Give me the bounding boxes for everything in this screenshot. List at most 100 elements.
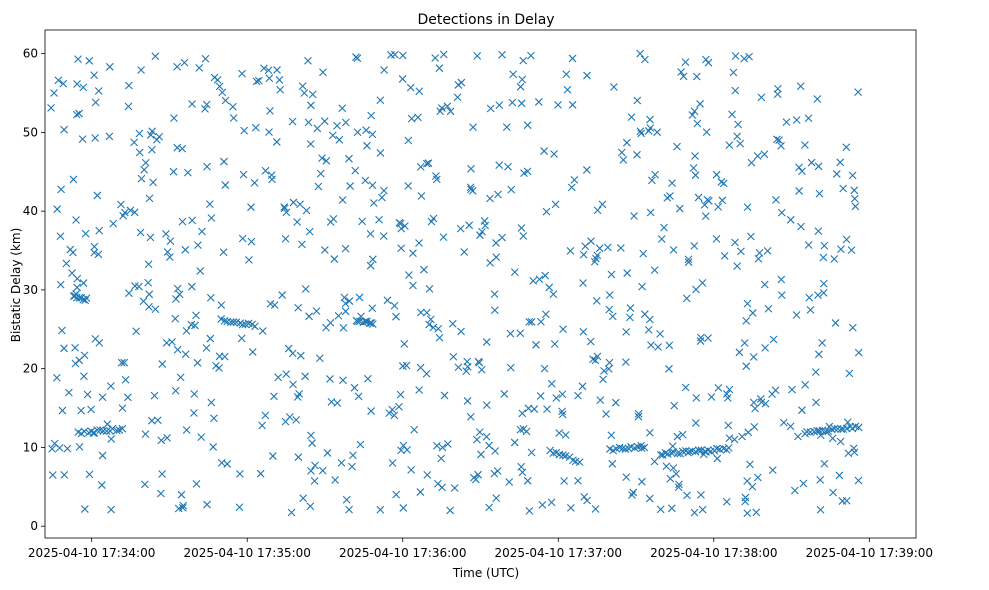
detection-marker — [495, 161, 504, 170]
detection-marker — [202, 344, 211, 352]
detection-marker — [845, 369, 854, 378]
detection-marker — [304, 56, 312, 65]
detection-marker — [618, 444, 627, 453]
detection-marker — [650, 266, 659, 275]
detection-marker — [523, 121, 532, 130]
detection-marker — [742, 362, 751, 371]
detection-marker — [366, 261, 375, 270]
detection-marker — [508, 98, 517, 107]
detection-marker — [308, 439, 317, 447]
detection-marker — [645, 428, 654, 437]
detection-marker — [312, 307, 321, 315]
detection-marker — [592, 296, 601, 305]
detection-marker — [550, 150, 558, 158]
detection-marker — [814, 350, 823, 359]
detection-marker — [848, 171, 857, 180]
detection-marker — [463, 397, 472, 405]
detection-marker — [107, 435, 116, 443]
detection-marker — [135, 282, 143, 291]
detection-marker — [752, 508, 761, 517]
detection-marker — [95, 226, 104, 235]
detection-marker — [491, 447, 500, 455]
detection-marker — [368, 181, 377, 190]
detection-marker — [392, 490, 401, 499]
detection-marker — [559, 451, 567, 459]
detection-marker — [628, 491, 636, 499]
detection-marker — [268, 452, 277, 460]
detection-marker — [749, 398, 758, 407]
detection-marker — [717, 178, 726, 186]
detection-marker — [416, 308, 425, 317]
detection-marker — [712, 234, 721, 243]
detection-marker — [109, 219, 118, 228]
detection-marker — [583, 71, 591, 80]
detection-marker — [248, 348, 257, 356]
detection-marker — [368, 130, 377, 139]
detection-marker — [730, 435, 739, 444]
detection-marker — [339, 323, 348, 332]
detection-marker — [820, 459, 829, 468]
detection-marker — [438, 104, 446, 112]
detection-marker — [328, 131, 337, 140]
detection-marker — [366, 319, 374, 328]
detection-marker — [407, 466, 416, 474]
detection-marker — [527, 318, 536, 326]
detection-marker — [266, 300, 275, 308]
detection-marker — [369, 199, 378, 207]
detection-marker — [212, 361, 220, 370]
detection-marker — [50, 89, 58, 97]
detection-marker — [463, 357, 472, 366]
y-tick-label: 40 — [23, 204, 38, 218]
detection-marker — [712, 444, 721, 453]
detection-marker — [368, 255, 377, 264]
y-tick-label: 20 — [23, 362, 38, 376]
detection-marker — [516, 82, 525, 91]
detection-marker — [743, 203, 752, 212]
detection-marker — [265, 74, 274, 83]
detection-marker — [69, 175, 78, 184]
detection-marker — [685, 447, 694, 456]
detection-marker — [125, 289, 133, 298]
detection-marker — [285, 413, 294, 421]
detection-marker — [97, 481, 106, 489]
detection-marker — [854, 423, 863, 432]
detection-marker — [239, 170, 248, 179]
detection-marker — [747, 158, 756, 167]
detection-marker — [836, 158, 845, 167]
detection-marker — [690, 107, 699, 116]
detection-marker — [254, 76, 263, 85]
detection-marker — [301, 285, 310, 293]
detection-marker — [422, 159, 431, 168]
detection-marker — [688, 111, 697, 119]
detection-marker — [366, 230, 375, 238]
detection-marker — [392, 312, 400, 321]
detection-marker — [516, 329, 525, 338]
detection-marker — [79, 279, 88, 287]
detection-marker — [656, 330, 664, 338]
detection-marker — [379, 232, 388, 241]
detection-marker — [656, 505, 665, 514]
detection-marker — [409, 249, 417, 258]
detection-marker — [388, 459, 397, 467]
detection-marker — [733, 262, 742, 271]
detection-marker — [697, 491, 705, 499]
detection-marker — [473, 435, 481, 444]
detection-marker — [527, 51, 535, 60]
detection-marker — [446, 107, 455, 116]
detection-marker — [169, 167, 178, 176]
detection-marker — [58, 406, 67, 415]
detection-marker — [482, 338, 491, 346]
detection-marker — [802, 427, 811, 436]
detection-marker — [306, 502, 315, 511]
detection-marker — [274, 373, 283, 382]
detection-marker — [130, 138, 139, 147]
detection-marker — [80, 427, 89, 436]
detection-marker — [830, 255, 839, 263]
detection-marker — [696, 333, 705, 342]
detection-marker — [490, 306, 499, 315]
detection-marker — [395, 402, 403, 411]
detection-marker — [145, 194, 154, 203]
detection-marker — [201, 54, 210, 63]
marker-layer — [47, 49, 863, 518]
